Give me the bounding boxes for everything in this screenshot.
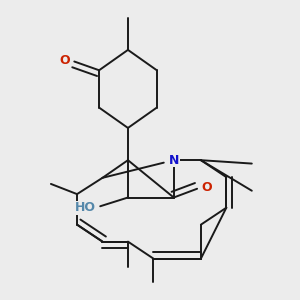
Text: O: O [60,54,70,67]
Text: HO: HO [75,201,96,214]
Text: N: N [169,154,179,167]
Text: O: O [201,181,211,194]
